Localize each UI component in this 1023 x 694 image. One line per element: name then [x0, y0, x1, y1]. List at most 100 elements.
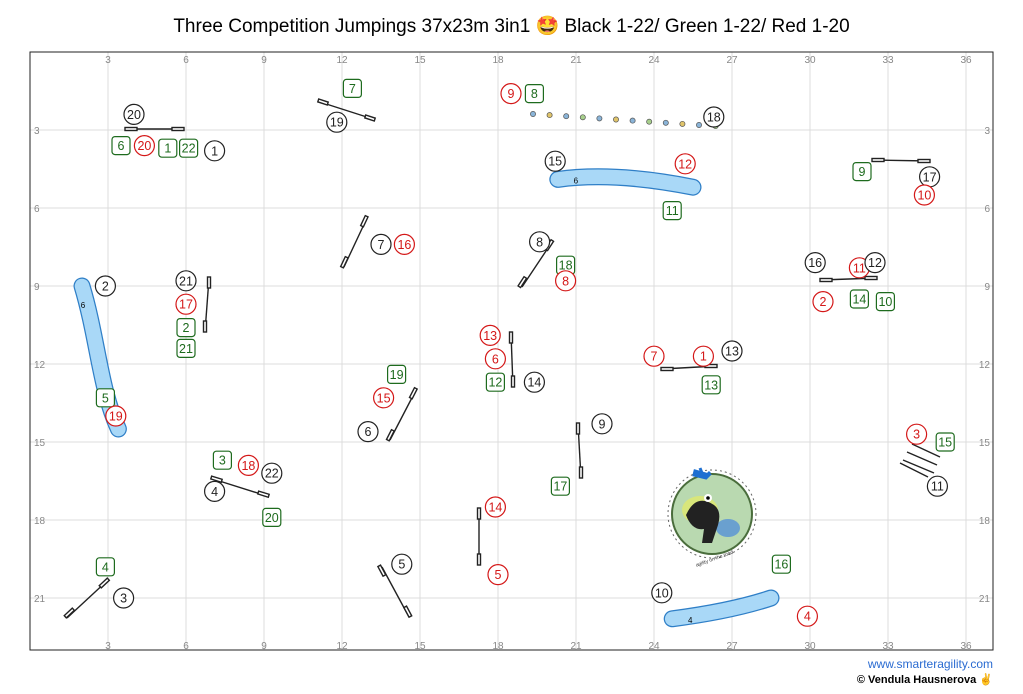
marker-number: 17 — [553, 480, 567, 494]
x-tick-label: 27 — [726, 55, 738, 66]
jump-black-16[interactable] — [819, 275, 878, 283]
marker-green-22: 22 — [179, 138, 199, 158]
marker-number: 11 — [931, 480, 944, 494]
marker-black-14: 14 — [523, 371, 546, 393]
marker-red-8: 8 — [554, 270, 577, 292]
marker-number: 10 — [878, 295, 892, 309]
marker-number: 21 — [179, 342, 193, 356]
marker-number: 1 — [700, 350, 707, 364]
y-tick-label: 15 — [979, 438, 991, 449]
x-tick-label: 12 — [336, 641, 348, 652]
y-tick-label: 6 — [984, 204, 990, 215]
jump-black-19[interactable] — [316, 98, 377, 122]
y-tick-label: 21 — [34, 594, 46, 605]
marker-red-12: 12 — [674, 153, 696, 175]
marker-number: 17 — [923, 170, 937, 184]
jump-black-21[interactable] — [202, 276, 212, 333]
jump-black-13[interactable] — [660, 363, 718, 372]
weave-pole — [596, 115, 603, 122]
weave-pole — [696, 122, 702, 128]
marker-number: 2 — [102, 280, 109, 294]
marker-black-4: 4 — [204, 480, 226, 502]
marker-black-1: 1 — [204, 140, 226, 162]
marker-number: 1 — [164, 142, 171, 156]
tunnel-3[interactable]: 4 — [663, 589, 780, 628]
marker-red-7: 7 — [643, 345, 665, 367]
marker-green-12: 12 — [485, 372, 505, 392]
x-tick-label: 36 — [960, 55, 972, 66]
marker-red-15: 15 — [373, 387, 395, 409]
marker-number: 3 — [913, 428, 920, 442]
marker-number: 8 — [531, 87, 538, 101]
marker-number: 12 — [488, 376, 502, 390]
marker-red-2: 2 — [812, 291, 834, 313]
marker-green-7: 7 — [342, 78, 362, 99]
marker-number: 9 — [859, 165, 866, 179]
x-tick-label: 21 — [570, 641, 582, 652]
jump-black-9[interactable] — [575, 422, 584, 479]
marker-number: 12 — [678, 157, 692, 171]
x-tick-label: 33 — [882, 55, 894, 66]
marker-red-17: 17 — [175, 293, 197, 315]
marker-number: 14 — [527, 376, 541, 390]
marker-number: 6 — [118, 139, 125, 153]
jump-black-7[interactable] — [339, 214, 369, 269]
marker-number: 5 — [398, 558, 405, 572]
x-tick-label: 9 — [261, 55, 267, 66]
marker-number: 18 — [707, 111, 721, 125]
jump-black-6[interactable] — [385, 386, 419, 442]
marker-number: 3 — [120, 592, 127, 606]
marker-green-9: 9 — [852, 162, 872, 182]
marker-number: 21 — [179, 274, 193, 288]
jump-black-14-red[interactable] — [476, 507, 482, 566]
x-tick-label: 15 — [414, 55, 426, 66]
y-tick-label: 9 — [984, 282, 990, 293]
grid-tick-labels: 3366991212151518182121242427273030333336… — [34, 55, 990, 652]
marker-number: 14 — [488, 501, 502, 515]
x-tick-label: 6 — [183, 641, 189, 652]
weave-pole — [579, 114, 586, 121]
x-tick-label: 3 — [105, 641, 111, 652]
marker-black-11: 11 — [926, 475, 949, 497]
marker-number: 15 — [548, 155, 562, 169]
y-tick-label: 6 — [34, 204, 40, 215]
marker-number: 2 — [183, 321, 190, 335]
weave-pole — [679, 120, 686, 127]
jump-black-17[interactable] — [871, 157, 931, 164]
agility-on-the-road-logo: agility on the road — [667, 467, 757, 569]
x-tick-label: 33 — [882, 641, 894, 652]
weave-poles[interactable] — [530, 111, 719, 130]
copyright-text: © Vendula Hausnerova ✌️ — [856, 674, 993, 686]
tunnel-label: 6 — [574, 176, 579, 185]
marker-number: 14 — [852, 293, 866, 307]
marker-black-5: 5 — [391, 553, 413, 575]
course-title: Three Competition Jumpings 37x23m 3in1 🤩… — [173, 16, 850, 37]
marker-number: 8 — [536, 235, 543, 249]
spread-jump-11[interactable] — [899, 443, 941, 478]
marker-red-5: 5 — [487, 563, 509, 586]
marker-green-21: 21 — [176, 338, 196, 358]
marker-black-16: 16 — [804, 252, 826, 274]
marker-black-22: 22 — [261, 462, 283, 484]
y-tick-label: 12 — [34, 360, 46, 371]
jump-black-5[interactable] — [376, 564, 413, 619]
marker-number: 18 — [559, 259, 573, 273]
marker-green-3: 3 — [212, 450, 232, 470]
marker-number: 19 — [330, 116, 344, 130]
marker-number: 20 — [265, 511, 279, 525]
jump-black-14[interactable] — [508, 331, 516, 388]
jump-black-4[interactable] — [209, 475, 271, 499]
marker-black-13: 13 — [721, 340, 743, 362]
x-tick-label: 18 — [492, 641, 504, 652]
marker-red-9: 9 — [500, 82, 522, 105]
y-tick-label: 9 — [34, 282, 40, 293]
website-link[interactable]: www.smarteragility.com — [867, 657, 993, 671]
marker-black-20: 20 — [123, 103, 145, 126]
y-tick-label: 15 — [34, 438, 46, 449]
tunnel-2[interactable]: 6 — [549, 168, 702, 196]
weave-pole — [613, 116, 619, 123]
jump-black-3[interactable] — [63, 577, 111, 619]
marker-green-20: 20 — [262, 507, 282, 527]
jump-black-1-20[interactable] — [124, 126, 185, 132]
marker-number: 19 — [390, 368, 404, 382]
